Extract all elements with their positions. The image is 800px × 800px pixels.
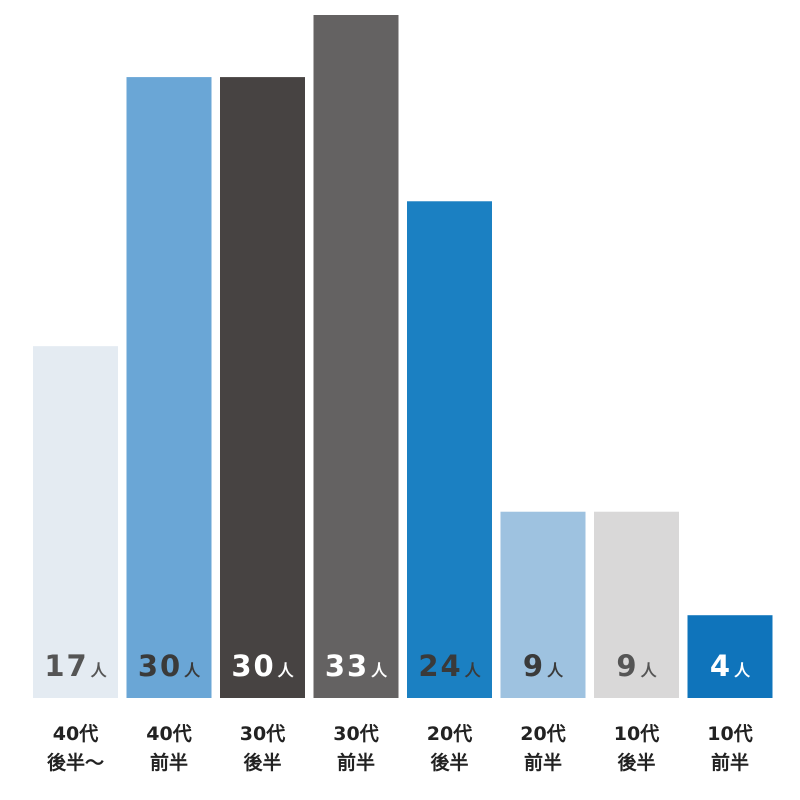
bar-1 (126, 77, 212, 698)
category-label-5-line-0: 20代 (520, 723, 565, 745)
category-label-7-line-0: 10代 (707, 723, 752, 745)
category-label-1-line-1: 前半 (150, 751, 188, 774)
category-label-1-line-0: 40代 (146, 723, 191, 745)
bar-7 (687, 615, 773, 698)
bar-5 (500, 511, 586, 698)
category-label-3-line-1: 前半 (337, 751, 375, 774)
bar-4 (407, 201, 492, 699)
bar-2 (220, 77, 305, 698)
category-label-4-line-1: 後半 (430, 751, 468, 774)
category-label-2-line-1: 後半 (243, 751, 281, 774)
category-label-7-line-1: 前半 (711, 751, 749, 774)
category-label-0-line-1: 後半〜 (47, 751, 104, 774)
value-label-0: 17 人 (44, 649, 107, 683)
category-label-3-line-0: 30代 (333, 723, 378, 745)
bar-6 (594, 511, 679, 698)
category-label-6-line-0: 10代 (614, 723, 659, 745)
bars-group (33, 15, 773, 699)
value-label-1: 30 人 (138, 649, 201, 683)
bar-0 (33, 346, 118, 698)
value-label-4: 24 人 (418, 649, 481, 683)
value-label-2: 30 人 (231, 649, 294, 683)
category-label-5-line-1: 前半 (524, 751, 562, 774)
category-label-2-line-0: 30代 (240, 723, 285, 745)
value-label-3: 33 人 (325, 649, 388, 683)
category-label-6-line-1: 後半 (617, 751, 655, 774)
bar-3 (313, 15, 399, 698)
value-labels-group: 17 人 30 人 30 人 33 人 24 人 9 人 9 人 4 人 (44, 649, 751, 683)
category-label-0-line-0: 40代 (53, 723, 98, 745)
category-label-4-line-0: 20代 (427, 723, 472, 745)
